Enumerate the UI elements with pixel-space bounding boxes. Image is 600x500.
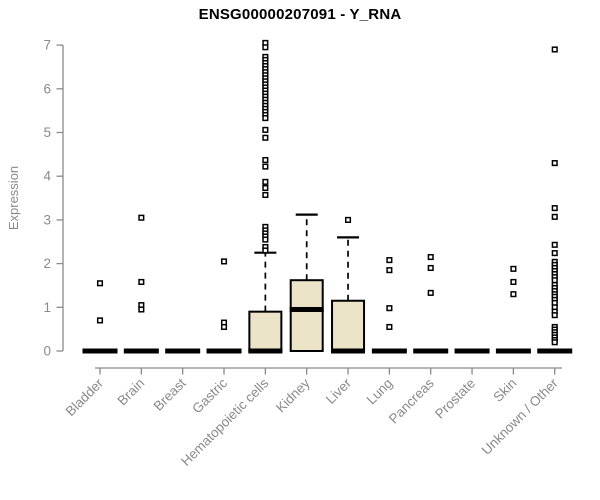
- outlier-point: [96, 317, 104, 324]
- outlier-point: [262, 247, 269, 254]
- outlier-point: [427, 264, 434, 272]
- outlier-point: [551, 339, 558, 346]
- outlier-point: [262, 236, 269, 243]
- outlier-point: [220, 258, 228, 265]
- box-unknown-other: [537, 46, 573, 354]
- outlier-point: [220, 323, 228, 331]
- y-tick-label: 3: [43, 212, 51, 227]
- box-skin: [495, 265, 531, 354]
- outlier-point: [262, 44, 269, 51]
- outlier-point: [551, 241, 558, 248]
- y-tick-label: 1: [43, 300, 51, 315]
- outlier-point: [551, 312, 558, 319]
- box-hematopoietic-cells: [248, 39, 283, 354]
- box-pancreas: [413, 253, 449, 354]
- box-breast: [165, 348, 201, 354]
- outlier-point: [262, 134, 269, 141]
- outlier-point: [551, 205, 558, 212]
- outlier-point: [510, 291, 517, 298]
- box-lung: [371, 257, 407, 354]
- outlier-point: [510, 265, 517, 272]
- x-tick-label: Breast: [151, 375, 189, 413]
- y-tick-label: 6: [43, 81, 51, 96]
- x-tick-label: Skin: [490, 376, 519, 405]
- outlier-point: [427, 289, 434, 296]
- x-tick-label: Unknown / Other: [479, 375, 562, 458]
- outlier-point: [262, 178, 269, 185]
- outlier-point: [386, 267, 393, 274]
- y-tick-label: 5: [43, 125, 51, 140]
- x-tick-label: Brain: [115, 376, 148, 409]
- outlier-point: [96, 280, 104, 287]
- outlier-point: [262, 156, 269, 164]
- y-tick-label: 7: [43, 38, 51, 53]
- outlier-point: [262, 184, 269, 192]
- x-tick-label: Prostate: [432, 376, 478, 422]
- outlier-point: [386, 257, 393, 264]
- box-kidney: [289, 213, 324, 352]
- outlier-point: [138, 278, 145, 286]
- x-tick-label: Pancreas: [386, 375, 437, 426]
- y-tick-label: 4: [43, 169, 51, 184]
- y-tick-label: 0: [43, 344, 51, 359]
- x-tick-label: Kidney: [273, 375, 313, 415]
- outlier-point: [386, 323, 393, 331]
- outlier-point: [427, 253, 434, 261]
- outlier-point: [262, 191, 269, 199]
- x-tick-label: Bladder: [63, 375, 107, 419]
- outlier-point: [138, 306, 145, 313]
- box-brain: [123, 214, 159, 354]
- chart-title: ENSG00000207091 - Y_RNA: [198, 6, 402, 23]
- box-prostate: [454, 348, 490, 354]
- outlier-point: [551, 277, 558, 284]
- y-axis: 0 1 2 3 4 5 6 7: [43, 38, 64, 359]
- outlier-point: [262, 163, 269, 170]
- x-tick-label: Liver: [323, 375, 355, 407]
- y-tick-label: 2: [43, 256, 51, 271]
- box-bladder: [82, 280, 118, 354]
- outlier-point: [510, 278, 517, 286]
- outlier-point: [344, 216, 352, 223]
- outlier-point: [262, 115, 269, 122]
- box-liver: [331, 216, 366, 354]
- outlier-point: [262, 126, 269, 133]
- x-tick-label: Gastric: [189, 375, 230, 416]
- outlier-point: [551, 213, 558, 220]
- outlier-point: [551, 46, 558, 53]
- x-tick-label: Lung: [364, 376, 396, 408]
- outlier-point: [551, 160, 558, 167]
- box-gastric: [206, 258, 242, 354]
- outlier-point: [138, 214, 145, 221]
- outlier-point: [386, 305, 393, 312]
- outlier-point: [551, 250, 558, 257]
